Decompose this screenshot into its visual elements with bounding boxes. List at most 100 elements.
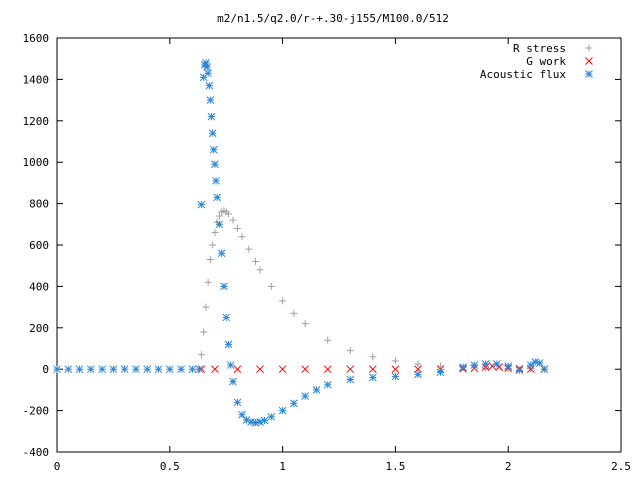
- data-point: [301, 392, 310, 400]
- data-point: [211, 365, 219, 374]
- data-point: [206, 255, 214, 263]
- data-point: [535, 359, 544, 367]
- y-axis: -400 -200 0 200 400 600 800 1000 1200 1400 1600: [23, 32, 621, 459]
- y-tick-label: 600: [29, 239, 49, 252]
- data-point: [346, 347, 354, 355]
- data-point: [109, 365, 118, 374]
- data-point: [208, 129, 217, 138]
- data-point: [493, 360, 501, 368]
- data-point: [247, 418, 255, 426]
- y-tick-label: -400: [23, 446, 50, 459]
- data-point: [75, 365, 84, 374]
- data-point: [226, 361, 235, 369]
- data-point: [209, 241, 217, 249]
- data-point: [132, 365, 140, 374]
- y-tick-label: 800: [29, 198, 49, 211]
- data-point: [245, 245, 253, 253]
- data-point: [504, 362, 513, 370]
- data-point: [290, 309, 298, 317]
- x-tick-label: 1: [279, 460, 286, 473]
- data-point: [120, 365, 129, 374]
- x-axis: 0 0.5 1 1.5 2 2.5: [54, 38, 631, 473]
- data-point: [260, 416, 269, 425]
- data-point: [165, 365, 174, 374]
- data-point: [256, 418, 264, 426]
- chart-title: m2/n1.5/q2.0/r-+.30-j155/M100.0/512: [217, 12, 449, 25]
- y-tick-label: 1600: [23, 32, 50, 45]
- data-point: [203, 63, 211, 71]
- data-point: [323, 380, 332, 389]
- legend-marker: [585, 44, 593, 52]
- data-point: [515, 366, 524, 375]
- y-tick-label: 400: [29, 280, 49, 293]
- y-tick-label: 1000: [23, 156, 50, 169]
- data-point: [346, 375, 355, 384]
- data-point: [197, 351, 205, 359]
- data-point: [368, 373, 377, 382]
- data-point: [323, 365, 332, 374]
- x-tick-label: 0.5: [160, 460, 180, 473]
- data-point: [301, 365, 310, 374]
- plot-frame: [56, 37, 622, 453]
- data-point: [267, 282, 275, 290]
- data-point: [324, 336, 332, 344]
- legend-label: R stress: [513, 42, 566, 55]
- data-point: [220, 282, 228, 291]
- data-point: [369, 353, 377, 361]
- data-point: [207, 112, 216, 121]
- data-point: [346, 365, 355, 374]
- y-tick-label: 0: [42, 363, 49, 376]
- data-point: [414, 370, 422, 379]
- data-point: [202, 303, 210, 311]
- data-point: [222, 313, 231, 322]
- data-point: [531, 358, 540, 366]
- data-point: [206, 96, 215, 104]
- data-point: [391, 365, 400, 374]
- data-point: [252, 258, 260, 266]
- data-point: [459, 363, 467, 371]
- data-point: [199, 73, 208, 82]
- series-layer: [53, 58, 549, 427]
- data-point: [233, 398, 242, 407]
- data-point: [224, 340, 233, 349]
- data-point: [391, 357, 399, 365]
- data-point: [177, 365, 185, 374]
- legend-label: G work: [526, 55, 566, 68]
- data-point: [470, 361, 479, 369]
- data-point: [204, 278, 212, 286]
- data-point: [301, 320, 309, 328]
- data-point: [205, 81, 214, 90]
- x-tick-label: 2: [505, 460, 512, 473]
- y-tick-label: 1400: [23, 73, 50, 86]
- data-point: [86, 365, 95, 374]
- data-point: [540, 365, 549, 374]
- data-point: [224, 210, 232, 218]
- data-point: [154, 365, 163, 374]
- data-point: [368, 365, 377, 374]
- series-acoustic-flux: [53, 58, 549, 427]
- data-point: [211, 229, 219, 237]
- data-point: [229, 377, 237, 386]
- data-point: [229, 216, 237, 224]
- data-point: [211, 160, 219, 169]
- data-point: [233, 365, 242, 374]
- y-tick-label: -200: [23, 405, 50, 418]
- data-point: [213, 193, 222, 202]
- data-point: [197, 200, 206, 209]
- y-tick-label: 200: [29, 322, 49, 335]
- data-point: [217, 249, 226, 258]
- data-point: [204, 69, 213, 78]
- data-point: [436, 368, 445, 377]
- data-point: [200, 328, 208, 336]
- x-tick-label: 2.5: [611, 460, 631, 473]
- data-point: [53, 365, 61, 374]
- data-point: [143, 365, 152, 374]
- data-point: [278, 406, 287, 415]
- data-point: [414, 360, 422, 368]
- x-tick-label: 0: [54, 460, 61, 473]
- series-r-stress: [197, 207, 548, 373]
- data-point: [64, 365, 73, 374]
- data-point: [98, 365, 106, 374]
